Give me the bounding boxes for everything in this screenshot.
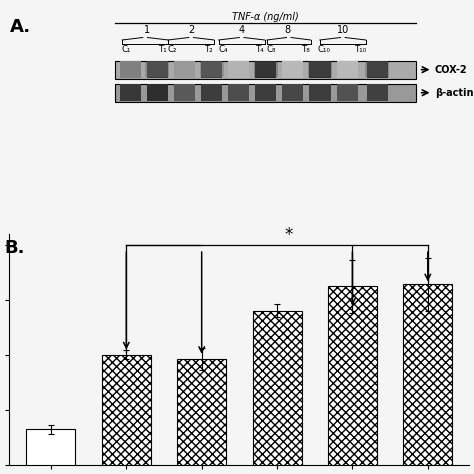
Bar: [120, 84, 141, 101]
Bar: [174, 84, 195, 101]
Bar: [365, 62, 389, 77]
Bar: [146, 62, 169, 77]
Text: T₈: T₈: [302, 45, 310, 54]
Bar: [201, 62, 222, 78]
Text: C₁: C₁: [122, 45, 131, 54]
Text: β-actin: β-actin: [435, 88, 473, 98]
Text: C₈: C₈: [267, 45, 276, 54]
Bar: [310, 84, 330, 101]
Bar: [147, 84, 168, 101]
Bar: [115, 84, 416, 102]
Bar: [115, 61, 416, 79]
Bar: [328, 286, 377, 465]
Text: T₂: T₂: [205, 45, 214, 54]
Text: COX-2: COX-2: [435, 64, 467, 75]
Bar: [253, 310, 301, 465]
Text: 1: 1: [145, 25, 150, 35]
Text: T₄: T₄: [255, 45, 264, 54]
Bar: [367, 62, 388, 78]
Text: T₁: T₁: [159, 45, 168, 54]
Bar: [283, 84, 303, 101]
Bar: [283, 62, 303, 78]
Bar: [120, 62, 141, 78]
Text: 2: 2: [188, 25, 194, 35]
Bar: [201, 84, 222, 101]
Bar: [337, 84, 358, 101]
Text: C₁₀: C₁₀: [318, 45, 331, 54]
Text: *: *: [284, 226, 292, 244]
Bar: [200, 62, 224, 77]
Text: 10: 10: [337, 25, 349, 35]
Text: TNF-α (ng/ml): TNF-α (ng/ml): [232, 12, 299, 22]
Bar: [255, 62, 276, 78]
Text: C₂: C₂: [168, 45, 177, 54]
Bar: [337, 62, 358, 78]
Bar: [177, 359, 226, 465]
Bar: [367, 84, 388, 101]
Bar: [174, 62, 195, 78]
Text: A.: A.: [9, 18, 31, 36]
Bar: [310, 62, 330, 78]
Bar: [403, 284, 452, 465]
Text: 4: 4: [238, 25, 245, 35]
Bar: [228, 62, 249, 78]
Bar: [254, 62, 278, 77]
Text: 8: 8: [284, 25, 291, 35]
Bar: [255, 84, 276, 101]
Text: C₄: C₄: [219, 45, 228, 54]
Text: B.: B.: [5, 239, 25, 257]
Bar: [147, 62, 168, 78]
Bar: [228, 84, 249, 101]
Bar: [308, 62, 332, 77]
Text: T₁₀: T₁₀: [355, 45, 367, 54]
Bar: [27, 429, 75, 465]
Bar: [102, 355, 151, 465]
